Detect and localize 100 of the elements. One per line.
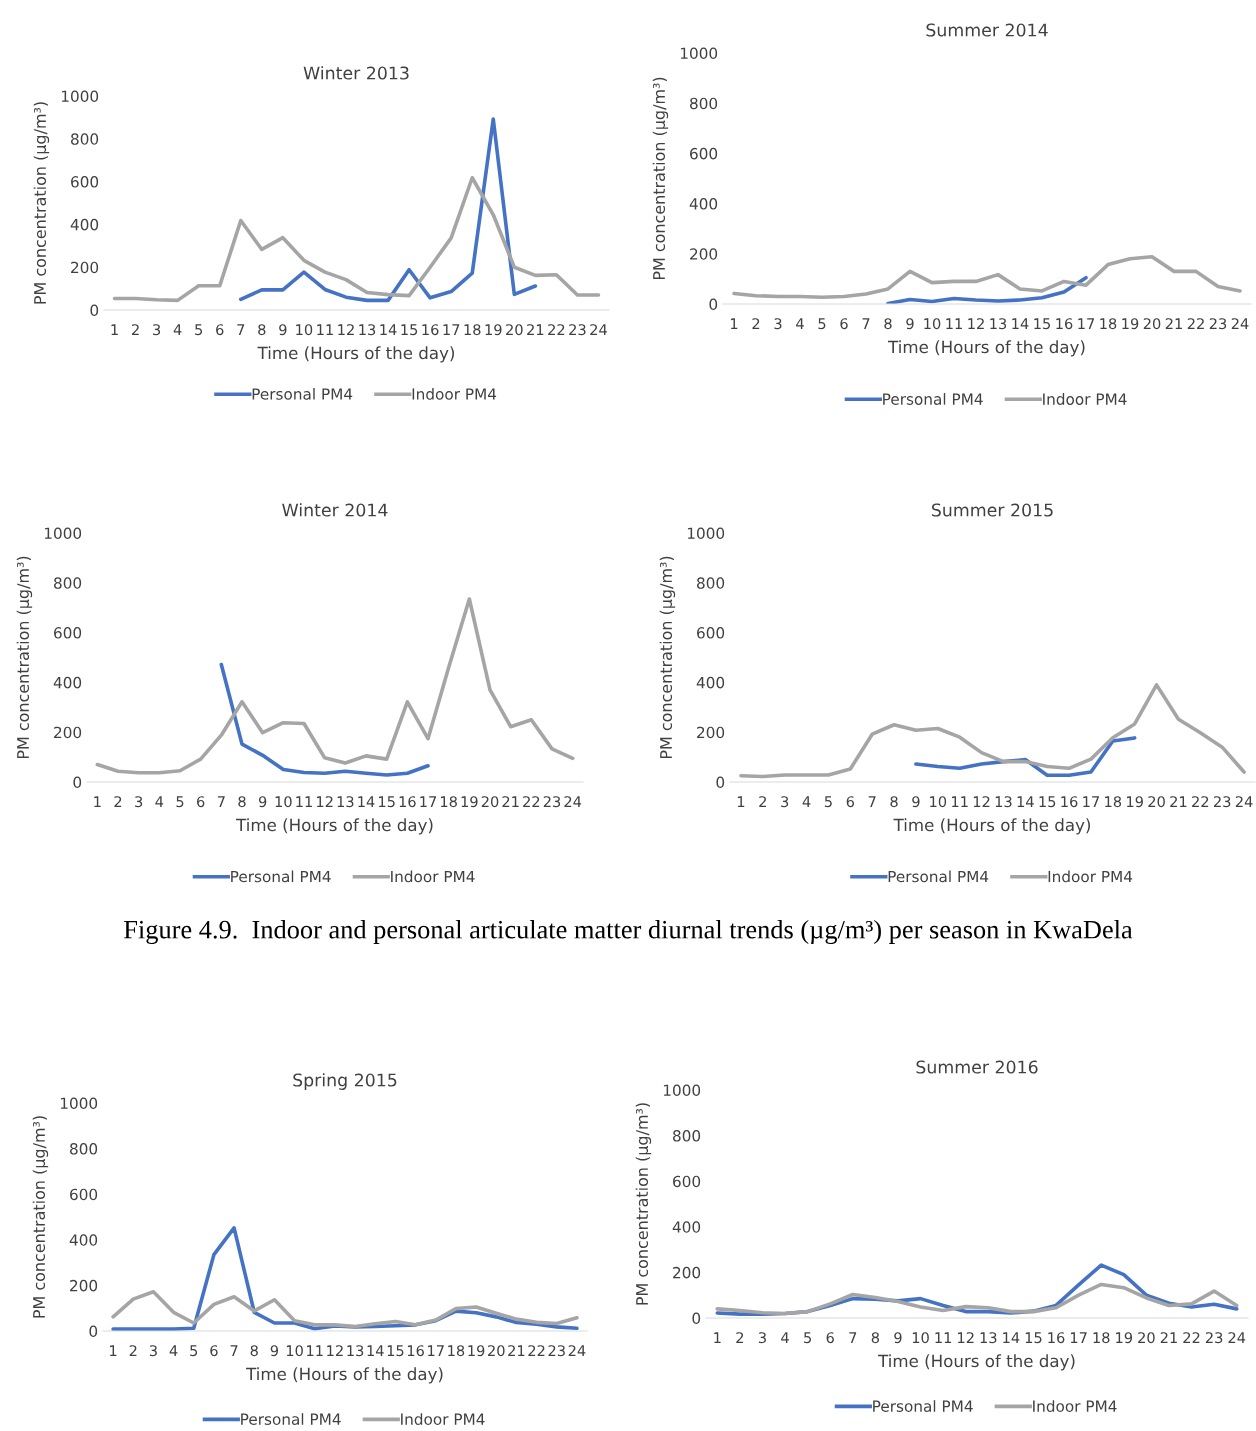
chart-title: Winter 2014 <box>282 503 388 517</box>
x-tick-label: 22 <box>1192 796 1209 807</box>
x-tick-label: 4 <box>781 1332 789 1343</box>
y-axis-title: PM concentration (µg/m³) <box>659 556 676 759</box>
x-tick-label: 10 <box>296 324 313 336</box>
x-tick-label: 6 <box>216 324 224 336</box>
x-tick-label: 7 <box>217 796 225 807</box>
x-tick-label: 12 <box>316 796 333 807</box>
x-tick-label: 6 <box>840 318 848 330</box>
x-axis-title: Time (Hours of the day) <box>246 1367 443 1384</box>
x-tick-label: 7 <box>849 1332 857 1343</box>
x-tick-label: 21 <box>1160 1332 1177 1343</box>
y-axis-title: PM concentration (µg/m³) <box>635 1103 652 1305</box>
x-tick-label: 22 <box>548 324 565 335</box>
chart-title: Summer 2014 <box>926 23 1048 37</box>
x-tick-label: 15 <box>401 324 418 336</box>
x-tick-label: 9 <box>906 318 914 330</box>
x-tick-label: 5 <box>804 1332 811 1344</box>
y-tick-label: 200 <box>673 1266 701 1279</box>
x-tick-label: 10 <box>286 1345 303 1357</box>
x-tick-label: 3 <box>153 324 161 336</box>
y-tick-label: 400 <box>689 198 718 210</box>
x-tick-label: 7 <box>868 796 876 807</box>
x-tick-label: 24 <box>1231 318 1249 329</box>
x-tick-label: 21 <box>1170 796 1187 807</box>
x-tick-label: 19 <box>461 796 478 808</box>
legend-label: Indoor PM4 <box>1043 393 1127 405</box>
x-tick-label: 21 <box>1165 318 1182 329</box>
line-series <box>238 117 538 303</box>
x-tick-label: 15 <box>1034 318 1050 330</box>
x-tick-label: 23 <box>1209 318 1227 330</box>
x-tick-label: 17 <box>1078 318 1095 329</box>
x-tick-label: 1 <box>714 1332 721 1343</box>
x-tick-label: 12 <box>968 318 984 329</box>
x-tick-label: 8 <box>884 318 892 330</box>
x-tick-label: 11 <box>296 796 312 807</box>
y-tick-label: 600 <box>690 147 718 160</box>
x-tick-label: 13 <box>347 1345 364 1357</box>
x-tick-label: 9 <box>912 796 920 808</box>
x-tick-label: 10 <box>275 796 292 808</box>
x-tick-label: 2 <box>114 796 122 807</box>
x-axis-title: Time (Hours of the day) <box>878 1354 1075 1371</box>
x-tick-label: 10 <box>912 1332 929 1344</box>
line-series <box>112 175 601 303</box>
x-tick-label: 18 <box>1093 1332 1110 1344</box>
legend-label: Personal PM4 <box>252 387 353 400</box>
x-tick-label: 2 <box>129 1345 137 1356</box>
x-tick-label: 14 <box>367 1345 384 1356</box>
x-tick-label: 19 <box>1116 1332 1133 1344</box>
x-tick-label: 3 <box>774 318 782 330</box>
legend-label: Indoor PM4 <box>412 387 497 400</box>
x-tick-label: 5 <box>176 796 184 808</box>
y-tick-label: 1000 <box>680 47 718 60</box>
x-tick-label: 1 <box>110 1345 117 1356</box>
x-tick-label: 13 <box>337 796 354 808</box>
x-tick-label: 15 <box>378 796 395 808</box>
y-tick-label: 600 <box>697 627 725 639</box>
x-tick-label: 12 <box>327 1345 343 1356</box>
x-tick-label: 20 <box>506 324 523 336</box>
line-series <box>715 1282 1239 1316</box>
y-tick-label: 1000 <box>61 90 99 103</box>
x-tick-label: 2 <box>131 324 139 335</box>
y-tick-label: 800 <box>673 1130 701 1142</box>
x-tick-label: 15 <box>1025 1332 1042 1344</box>
line-series <box>886 275 1088 304</box>
x-tick-label: 7 <box>230 1345 238 1356</box>
y-tick-label: 200 <box>70 1279 98 1292</box>
y-tick-label: 1000 <box>687 527 725 540</box>
x-tick-label: 8 <box>250 1345 258 1357</box>
x-tick-label: 1 <box>737 796 745 807</box>
legend-label: Personal PM4 <box>241 1413 341 1425</box>
x-tick-label: 18 <box>440 796 457 808</box>
y-tick-label: 800 <box>70 1143 98 1155</box>
x-tick-label: 18 <box>464 324 481 336</box>
x-tick-label: 6 <box>846 796 855 808</box>
x-tick-label: 6 <box>197 796 205 808</box>
x-tick-label: 22 <box>528 1345 545 1356</box>
x-tick-label: 16 <box>1048 1332 1065 1344</box>
x-tick-label: 24 <box>564 796 582 807</box>
x-tick-label: 1 <box>111 324 118 335</box>
y-tick-label: 0 <box>73 776 82 789</box>
x-tick-label: 3 <box>135 796 143 808</box>
x-tick-label: 13 <box>980 1332 997 1344</box>
x-tick-label: 8 <box>258 324 266 336</box>
x-tick-label: 5 <box>195 324 203 336</box>
x-tick-label: 17 <box>428 1345 444 1356</box>
line-series <box>219 662 430 777</box>
x-axis-title: Time (Hours of the day) <box>257 346 455 363</box>
y-tick-label: 400 <box>696 676 725 689</box>
x-tick-label: 24 <box>1235 796 1253 807</box>
x-tick-label: 16 <box>1056 318 1073 330</box>
y-tick-label: 800 <box>54 577 82 589</box>
x-tick-label: 2 <box>752 318 760 329</box>
x-tick-label: 20 <box>1143 318 1161 330</box>
x-tick-label: 23 <box>548 1345 565 1357</box>
x-tick-label: 18 <box>448 1345 465 1357</box>
x-tick-label: 10 <box>930 796 947 808</box>
x-tick-label: 17 <box>1083 796 1099 807</box>
x-tick-label: 9 <box>270 1345 279 1357</box>
x-tick-label: 15 <box>1039 796 1056 808</box>
